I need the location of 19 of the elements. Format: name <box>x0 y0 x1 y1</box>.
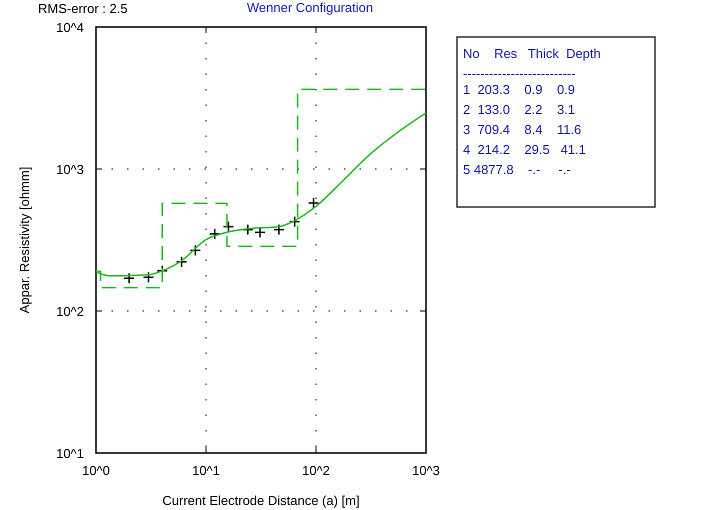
x-tick-label: 10^3 <box>412 463 440 478</box>
text: 2 133.0 2.2 3.1 <box>463 102 576 117</box>
y-tick-label: 10^3 <box>56 162 84 177</box>
text: No Res Thick Depth <box>463 46 601 61</box>
text: 4 214.2 29.5 41.1 <box>463 142 586 157</box>
text: 1 203.3 0.9 0.9 <box>463 82 576 97</box>
text: -------------------------- <box>463 66 576 81</box>
chart-title: Wenner Configuration <box>246 0 374 15</box>
x-tick-label: 10^1 <box>192 463 220 478</box>
text: RMS-error : 2.5 <box>38 1 128 16</box>
y-axis-title: Appar. Resistivity [ohmm] <box>17 166 32 314</box>
text: 5 4877.8 -.- -.- <box>463 162 571 177</box>
x-tick-label: 10^2 <box>302 463 330 478</box>
x-tick-label: 10^0 <box>82 463 110 478</box>
y-tick-label: 10^4 <box>56 20 84 35</box>
y-tick-label: 10^1 <box>56 446 84 461</box>
y-tick-label: 10^2 <box>56 304 84 319</box>
text: 3 709.4 8.4 11.6 <box>463 122 582 137</box>
x-axis-title: Current Electrode Distance (a) [m] <box>162 493 360 508</box>
